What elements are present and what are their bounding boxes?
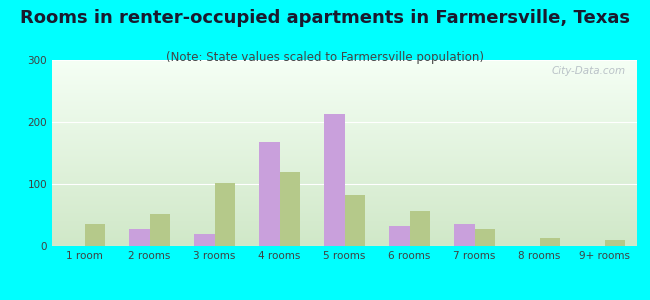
Bar [280, 172, 300, 246]
Bar [604, 240, 625, 246]
Bar [324, 114, 344, 246]
Text: Rooms in renter-occupied apartments in Farmersville, Texas: Rooms in renter-occupied apartments in F… [20, 9, 630, 27]
Bar [474, 229, 495, 246]
Text: City-Data.com: City-Data.com [551, 66, 625, 76]
Bar [214, 183, 235, 246]
Text: (Note: State values scaled to Farmersville population): (Note: State values scaled to Farmersvil… [166, 51, 484, 64]
Bar [150, 214, 170, 246]
Bar [454, 224, 474, 246]
Bar [344, 195, 365, 246]
Bar [194, 234, 214, 246]
Bar [129, 229, 150, 246]
Bar [259, 142, 280, 246]
Bar [389, 226, 410, 246]
Bar [84, 224, 105, 246]
Bar [540, 238, 560, 246]
Bar [410, 211, 430, 246]
